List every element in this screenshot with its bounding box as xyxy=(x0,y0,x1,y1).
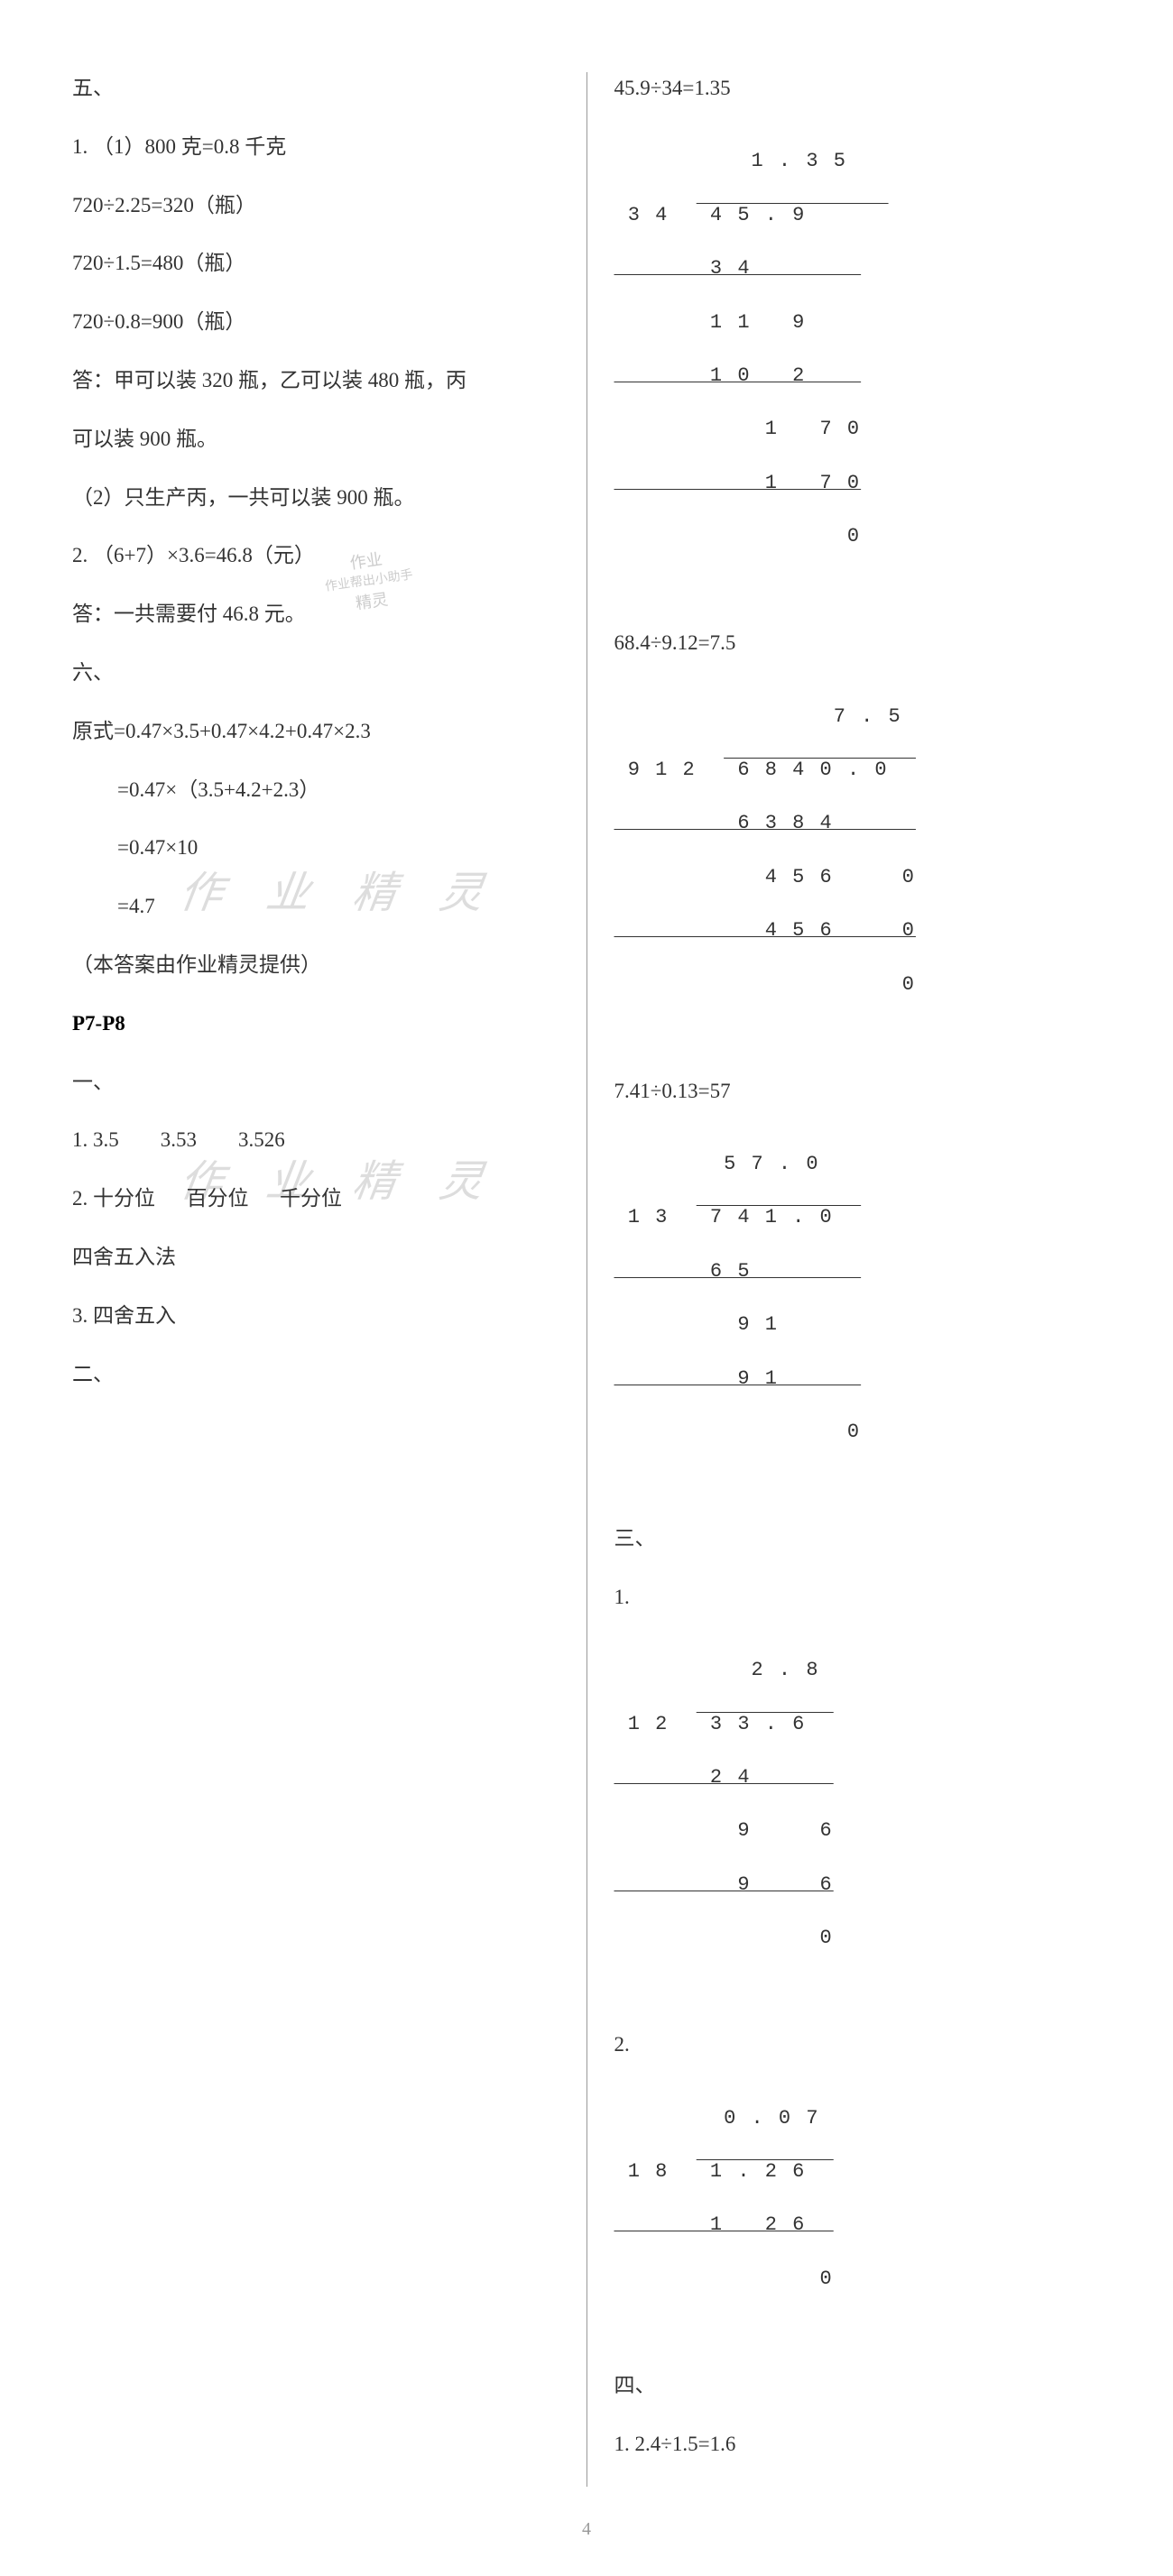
long-division-4: 2 . 8 1 2 3 3 . 6 2 4 9 6 9 6 0 xyxy=(614,1631,1102,2006)
text-line: 四舍五入法 xyxy=(72,1241,559,1274)
long-division-5: 0 . 0 7 1 8 1 . 2 6 1 2 6 0 xyxy=(614,2078,1102,2346)
text-line: 2. 十分位 百分位 千分位 xyxy=(72,1182,559,1216)
right-column: 45.9÷34=1.35 1 . 3 5 3 4 4 5 . 9 3 4 1 1… xyxy=(586,72,1120,2487)
long-division-2: 7 . 5 9 1 2 6 8 4 0 . 0 6 3 8 4 4 5 6 0 … xyxy=(614,676,1102,1052)
text-line: 1. xyxy=(614,1581,1102,1615)
text-line: 1. 3.5 3.53 3.526 xyxy=(72,1124,559,1157)
equation: 45.9÷34=1.35 xyxy=(614,72,1102,106)
text-line: （本答案由作业精灵提供） xyxy=(72,949,559,982)
long-division-3: 5 7 . 0 1 3 7 4 1 . 0 6 5 9 1 9 1 0 xyxy=(614,1124,1102,1499)
text-line: 1. 2.4÷1.5=1.6 xyxy=(614,2428,1102,2461)
text-line: =0.47×10 xyxy=(72,832,559,865)
text-line: 2. （6+7）×3.6=46.8（元） xyxy=(72,539,559,573)
text-line: 720÷1.5=480（瓶） xyxy=(72,247,559,281)
page-number: 4 xyxy=(54,2519,1119,2540)
text-line: =0.47×（3.5+4.2+2.3） xyxy=(72,774,559,807)
section-heading-2: 二、 xyxy=(72,1358,559,1392)
text-line: 720÷0.8=900（瓶） xyxy=(72,306,559,339)
long-division-1: 1 . 3 5 3 4 4 5 . 9 3 4 1 1 9 1 0 2 1 7 … xyxy=(614,122,1102,603)
page-range-heading: P7-P8 xyxy=(72,1007,559,1041)
section-heading-1: 一、 xyxy=(72,1066,559,1099)
text-line: （2）只生产丙，一共可以装 900 瓶。 xyxy=(72,482,559,515)
section-heading-3: 三、 xyxy=(614,1523,1102,1556)
text-line: 原式=0.47×3.5+0.47×4.2+0.47×2.3 xyxy=(72,715,559,749)
section-heading-5: 五、 xyxy=(72,72,559,106)
text-line: 答：一共需要付 46.8 元。 xyxy=(72,598,559,631)
text-line: 可以装 900 瓶。 xyxy=(72,423,559,456)
text-line: 1. （1）800 克=0.8 千克 xyxy=(72,131,559,164)
text-line: 720÷2.25=320（瓶） xyxy=(72,189,559,223)
section-heading-4: 四、 xyxy=(614,2369,1102,2403)
text-line: 2. xyxy=(614,2029,1102,2062)
equation: 68.4÷9.12=7.5 xyxy=(614,627,1102,660)
text-line: 答：甲可以装 320 瓶，乙可以装 480 瓶，丙 xyxy=(72,364,559,398)
text-line: 3. 四舍五入 xyxy=(72,1300,559,1333)
section-heading-6: 六、 xyxy=(72,657,559,690)
left-column: 五、 1. （1）800 克=0.8 千克 720÷2.25=320（瓶） 72… xyxy=(54,72,586,2487)
equation: 7.41÷0.13=57 xyxy=(614,1075,1102,1109)
text-line: =4.7 xyxy=(72,890,559,924)
